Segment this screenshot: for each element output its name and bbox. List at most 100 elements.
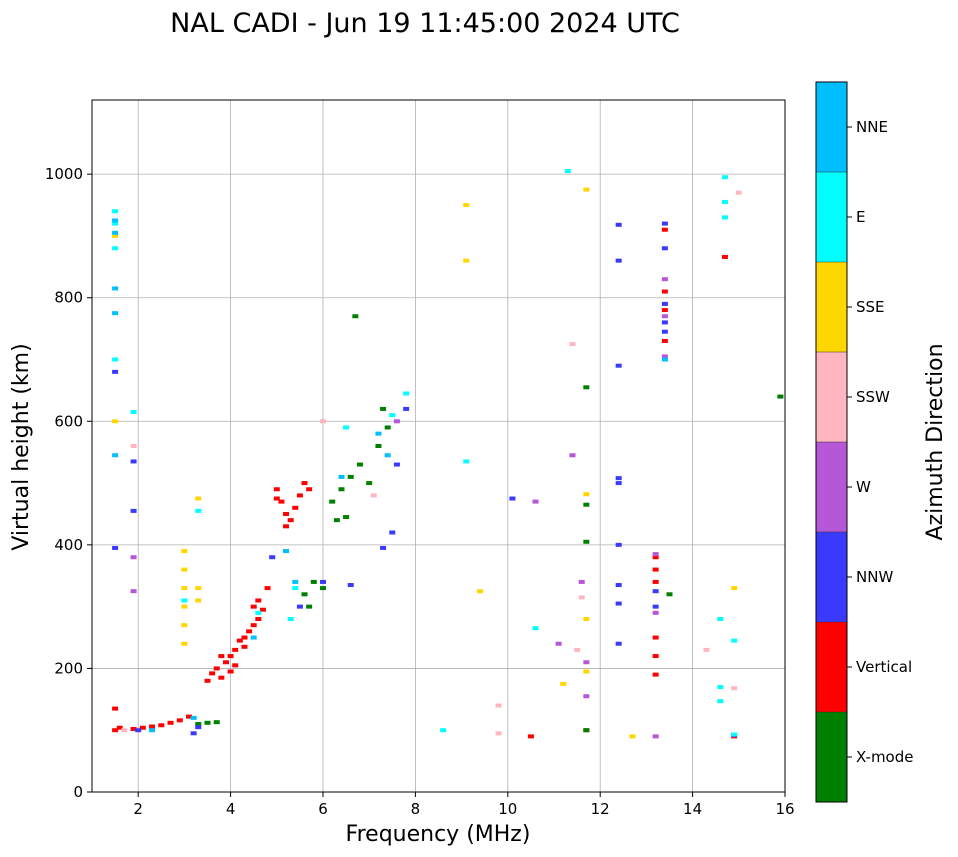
data-point-w: [130, 555, 137, 560]
data-point-w: [661, 277, 668, 282]
data-point-x-mode: [366, 481, 373, 486]
data-point-x-mode: [380, 406, 387, 411]
data-point-nnw: [615, 583, 622, 588]
data-point-vertical: [255, 598, 262, 603]
data-point-e: [721, 175, 728, 180]
data-point-e: [287, 617, 294, 621]
colorbar-segment: [816, 262, 847, 352]
data-point-e: [463, 459, 470, 464]
colorbar-tick-label: W: [856, 478, 871, 496]
data-point-vertical: [278, 499, 285, 504]
data-point-e: [440, 728, 447, 733]
data-point-e: [343, 425, 350, 430]
data-point-nnw: [661, 301, 668, 306]
data-point-vertical: [652, 635, 659, 640]
data-point-nne: [661, 357, 668, 362]
data-point-x-mode: [329, 499, 336, 504]
y-axis-ticks: 0 200 400 600 800 1000: [45, 165, 92, 801]
data-point-w: [583, 660, 590, 665]
data-point-x-mode: [213, 720, 220, 725]
data-point-nne: [112, 218, 119, 223]
data-point-nnw: [393, 462, 400, 467]
data-point-ssw: [121, 728, 128, 733]
data-point-x-mode: [333, 518, 340, 523]
data-point-vertical: [227, 669, 234, 674]
data-point-ssw: [735, 190, 742, 195]
data-point-nnw: [130, 508, 137, 513]
data-point-vertical: [158, 723, 165, 728]
data-point-x-mode: [195, 722, 202, 727]
data-point-vertical: [652, 579, 659, 584]
data-point-nne: [112, 453, 119, 458]
data-point-nnw: [661, 221, 668, 226]
data-point-sse: [583, 617, 590, 621]
data-point-w: [569, 453, 576, 458]
data-point-e: [721, 199, 728, 204]
data-point-vertical: [209, 671, 216, 676]
data-point-vertical: [149, 724, 156, 729]
data-point-vertical: [301, 481, 308, 486]
data-point-e: [717, 617, 724, 621]
data-point-nnw: [403, 406, 410, 411]
data-point-x-mode: [583, 728, 590, 733]
data-point-sse: [463, 203, 470, 208]
data-point-vertical: [652, 654, 659, 659]
data-point-x-mode: [343, 515, 350, 520]
x-axis-ticks: 2 4 6 8 10 12 14 16: [133, 792, 795, 818]
data-point-vertical: [283, 511, 290, 516]
data-point-nnw: [615, 641, 622, 646]
data-point-nnw: [661, 320, 668, 325]
data-point-nnw: [615, 542, 622, 547]
data-point-vertical: [250, 604, 257, 609]
data-point-e: [292, 586, 299, 591]
data-point-vertical: [241, 644, 248, 649]
data-point-vertical: [296, 493, 303, 498]
data-point-vertical: [236, 638, 243, 643]
colorbar-segment: [816, 352, 847, 442]
y-tick-label: 1000: [45, 165, 83, 183]
data-points: [112, 169, 784, 739]
data-point-ssw: [731, 686, 738, 691]
data-point-nne: [112, 230, 119, 235]
data-point-ssw: [495, 703, 502, 708]
chart-title: NAL CADI - Jun 19 11:45:00 2024 UTC: [170, 8, 680, 39]
data-point-nne: [384, 453, 391, 458]
data-point-vertical: [287, 518, 294, 523]
colorbar: X-mode Vertical NNW W SSW SSE E NNE: [815, 81, 913, 803]
y-axis-label: Virtual height (km): [9, 343, 34, 550]
data-point-nne: [149, 728, 156, 733]
y-tick-label: 800: [54, 289, 83, 307]
y-tick-label: 200: [54, 659, 83, 677]
x-tick-label: 10: [498, 800, 517, 818]
data-point-nnw: [112, 369, 119, 374]
data-point-sse: [181, 623, 188, 628]
data-point-vertical: [130, 726, 137, 731]
data-point-e: [112, 209, 119, 214]
data-point-x-mode: [338, 487, 345, 492]
data-point-vertical: [232, 647, 239, 652]
data-point-vertical: [652, 672, 659, 677]
x-tick-label: 8: [411, 800, 421, 818]
data-point-vertical: [218, 675, 225, 680]
data-point-e: [112, 221, 119, 226]
colorbar-segment: [816, 712, 847, 802]
data-point-sse: [195, 586, 202, 591]
data-point-nnw: [190, 731, 197, 736]
data-point-vertical: [661, 308, 668, 313]
data-point-vertical: [241, 635, 248, 640]
data-point-e: [112, 357, 119, 362]
data-point-x-mode: [320, 586, 326, 591]
data-point-vertical: [176, 718, 183, 723]
colorbar-tick-label: X-mode: [856, 748, 913, 766]
data-point-x-mode: [204, 720, 211, 725]
data-point-x-mode: [301, 592, 308, 597]
data-point-e: [389, 413, 396, 418]
data-point-nnw: [652, 604, 659, 609]
x-tick-label: 16: [775, 800, 794, 818]
colorbar-label: Azimuth Direction: [923, 343, 948, 540]
data-point-e: [731, 638, 738, 643]
colorbar-tick-label: NNE: [856, 118, 888, 136]
data-point-x-mode: [356, 462, 363, 467]
